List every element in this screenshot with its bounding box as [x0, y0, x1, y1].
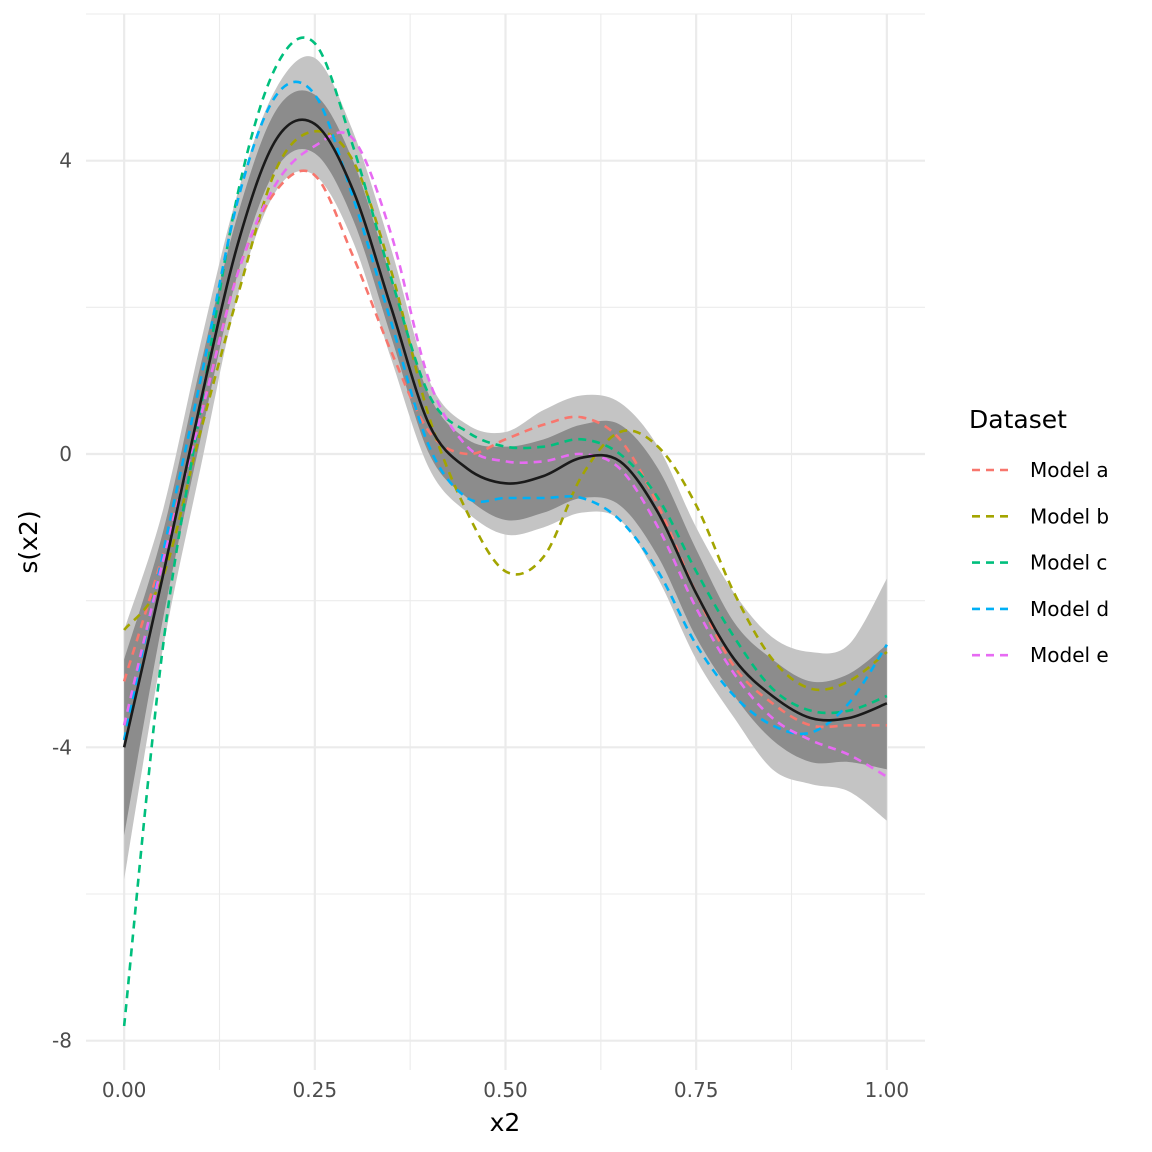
estimate-line-group	[122, 118, 888, 748]
x-tick-label: 0.25	[293, 1078, 338, 1102]
estimate-line	[122, 118, 888, 748]
x-tick-label: 0.75	[674, 1078, 719, 1102]
series-line-model-e	[122, 131, 888, 778]
legend-item: Model c	[972, 551, 1107, 575]
y-tick-labels: -8 -4 0 4	[52, 149, 72, 1053]
x-tick-label: 0.00	[102, 1078, 147, 1102]
legend-item: Model e	[972, 643, 1109, 667]
series-line-model-b	[123, 129, 888, 692]
series-line-model-a	[122, 169, 887, 729]
y-tick-label: -4	[52, 735, 72, 759]
legend-items: Model a Model b Model c Model d Model e	[972, 458, 1109, 667]
legend-label: Model c	[1030, 551, 1107, 575]
legend-item: Model d	[972, 597, 1109, 621]
x-axis-title: x2	[490, 1108, 521, 1137]
y-tick-label: -8	[52, 1029, 72, 1053]
confidence-bands	[124, 56, 887, 880]
legend-label: Model e	[1030, 643, 1109, 667]
legend-label: Model b	[1030, 504, 1109, 528]
x-tick-label: 0.50	[483, 1078, 528, 1102]
series-line-model-c	[122, 36, 888, 1027]
x-tick-label: 1.00	[865, 1078, 910, 1102]
legend-item: Model a	[972, 458, 1109, 482]
legend-title: Dataset	[969, 405, 1067, 434]
legend-item: Model b	[972, 504, 1109, 528]
y-tick-label: 4	[59, 149, 72, 173]
inner-confidence-band	[124, 90, 887, 836]
grid	[86, 13, 925, 1070]
x-tick-labels: 0.00 0.25 0.50 0.75 1.00	[102, 1078, 909, 1102]
y-tick-label: 0	[59, 442, 72, 466]
legend-label: Model d	[1030, 597, 1109, 621]
y-axis-title: s(x2)	[14, 510, 43, 573]
series-lines	[122, 36, 888, 1027]
legend-label: Model a	[1030, 458, 1109, 482]
